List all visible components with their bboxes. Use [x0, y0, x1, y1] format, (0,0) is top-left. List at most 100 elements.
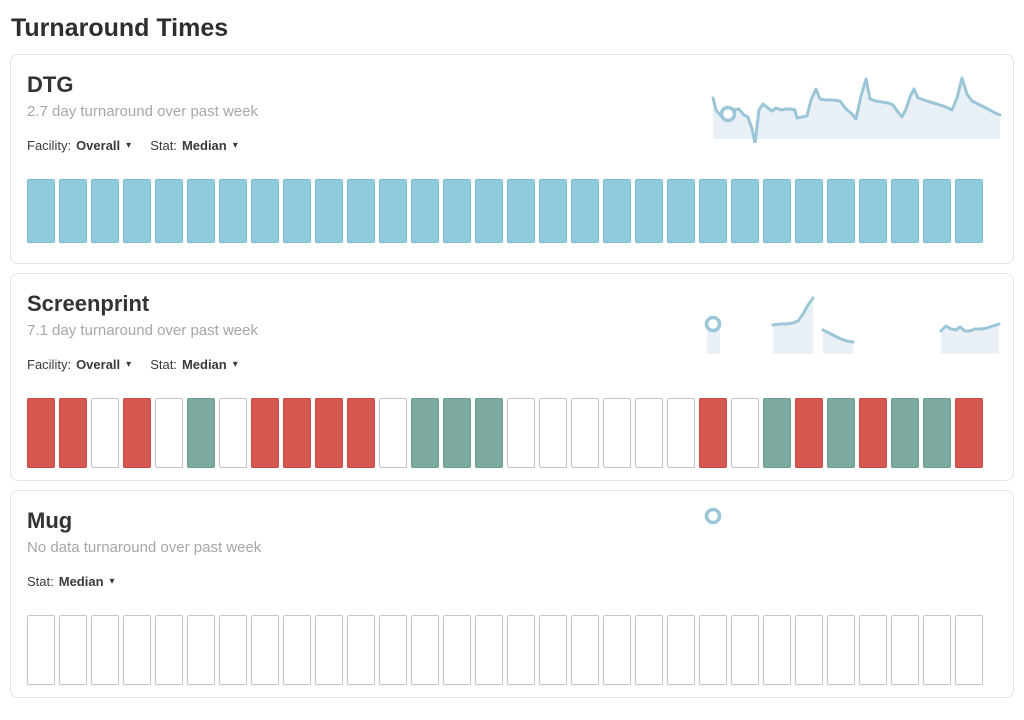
day-cell-teal — [475, 398, 503, 468]
day-cell-red — [347, 398, 375, 468]
day-cell-red — [955, 398, 983, 468]
day-cell-white — [91, 398, 119, 468]
day-cell-white — [251, 615, 279, 685]
screenprint-day-strip — [27, 398, 997, 468]
day-cell-white — [699, 615, 727, 685]
panel-title: Screenprint — [27, 291, 150, 316]
day-cell-blue — [827, 179, 855, 243]
stat-dropdown[interactable]: Stat: Median ▾ — [27, 574, 115, 590]
day-cell-white — [155, 615, 183, 685]
day-cell-teal — [891, 398, 919, 468]
chevron-down-icon: ▾ — [126, 359, 132, 370]
day-cell-blue — [539, 179, 567, 243]
day-cell-blue — [443, 179, 471, 243]
dtg-sparkline — [711, 76, 1002, 143]
day-cell-blue — [475, 179, 503, 243]
day-cell-red — [59, 398, 87, 468]
filter-selected-value: Median — [181, 138, 227, 153]
day-cell-red — [123, 398, 151, 468]
filter-label: Stat: — [27, 574, 54, 589]
day-cell-white — [219, 615, 247, 685]
day-cell-white — [379, 615, 407, 685]
chevron-down-icon: ▾ — [109, 576, 115, 587]
day-cell-blue — [379, 179, 407, 243]
day-cell-white — [731, 398, 759, 468]
day-cell-white — [635, 615, 663, 685]
day-cell-blue — [411, 179, 439, 243]
day-cell-blue — [635, 179, 663, 243]
day-cell-white — [667, 615, 695, 685]
day-cell-red — [315, 398, 343, 468]
day-cell-white — [123, 615, 151, 685]
day-cell-blue — [571, 179, 599, 243]
filter-label: Facility: — [27, 138, 72, 153]
day-cell-white — [507, 398, 535, 468]
filter-bar: Facility: Overall ▾ Stat: Median ▾ — [27, 357, 997, 373]
day-cell-white — [571, 615, 599, 685]
day-cell-teal — [187, 398, 215, 468]
stat-dropdown[interactable]: Stat: Median ▾ — [150, 138, 238, 154]
chevron-down-icon: ▾ — [126, 140, 132, 151]
filter-bar: Stat: Median ▾ — [27, 574, 997, 590]
day-cell-white — [891, 615, 919, 685]
filter-label: Stat: — [150, 138, 177, 153]
day-cell-blue — [763, 179, 791, 243]
day-cell-blue — [283, 179, 311, 243]
day-cell-white — [219, 398, 247, 468]
day-cell-white — [187, 615, 215, 685]
day-cell-blue — [251, 179, 279, 243]
panel-screenprint: Screenprint 7.1 day turnaround over past… — [10, 273, 1014, 481]
day-cell-white — [603, 398, 631, 468]
panel-mug: Mug No data turnaround over past week St… — [10, 490, 1014, 698]
day-cell-blue — [347, 179, 375, 243]
day-cell-teal — [411, 398, 439, 468]
day-cell-blue — [27, 179, 55, 243]
mug-sparkline — [704, 507, 722, 525]
day-cell-blue — [315, 179, 343, 243]
day-cell-blue — [891, 179, 919, 243]
day-cell-white — [795, 615, 823, 685]
day-cell-blue — [91, 179, 119, 243]
day-cell-white — [731, 615, 759, 685]
facility-dropdown[interactable]: Facility: Overall ▾ — [27, 357, 131, 373]
dashboard: Turnaround Times DTG 2.7 day turnaround … — [10, 14, 1014, 698]
day-cell-blue — [507, 179, 535, 243]
stat-dropdown[interactable]: Stat: Median ▾ — [150, 357, 238, 373]
day-cell-white — [379, 398, 407, 468]
day-cell-blue — [123, 179, 151, 243]
day-cell-blue — [187, 179, 215, 243]
day-cell-white — [859, 615, 887, 685]
day-cell-white — [539, 398, 567, 468]
panel-dtg: DTG 2.7 day turnaround over past week Fa… — [10, 54, 1014, 264]
facility-dropdown[interactable]: Facility: Overall ▾ — [27, 138, 131, 154]
day-cell-white — [91, 615, 119, 685]
day-cell-white — [635, 398, 663, 468]
day-cell-blue — [923, 179, 951, 243]
day-cell-white — [603, 615, 631, 685]
filter-bar: Facility: Overall ▾ Stat: Median ▾ — [27, 138, 997, 154]
page-title: Turnaround Times — [11, 14, 229, 42]
day-cell-white — [667, 398, 695, 468]
day-cell-teal — [923, 398, 951, 468]
day-cell-white — [763, 615, 791, 685]
filter-selected-value: Median — [58, 574, 104, 589]
day-cell-blue — [155, 179, 183, 243]
day-cell-white — [27, 615, 55, 685]
day-cell-white — [155, 398, 183, 468]
filter-selected-value: Overall — [76, 138, 121, 153]
panel-title: Mug — [27, 508, 73, 533]
day-cell-blue — [955, 179, 983, 243]
filter-selected-value: Overall — [76, 357, 121, 372]
day-cell-blue — [219, 179, 247, 243]
day-cell-white — [539, 615, 567, 685]
dtg-day-strip — [27, 179, 997, 243]
day-cell-white — [475, 615, 503, 685]
panel-subtitle: 2.7 day turnaround over past week — [27, 103, 258, 120]
day-cell-red — [27, 398, 55, 468]
day-cell-teal — [443, 398, 471, 468]
day-cell-white — [347, 615, 375, 685]
panel-title: DTG — [27, 72, 74, 97]
filter-label: Stat: — [150, 357, 177, 372]
day-cell-white — [507, 615, 535, 685]
day-cell-white — [283, 615, 311, 685]
